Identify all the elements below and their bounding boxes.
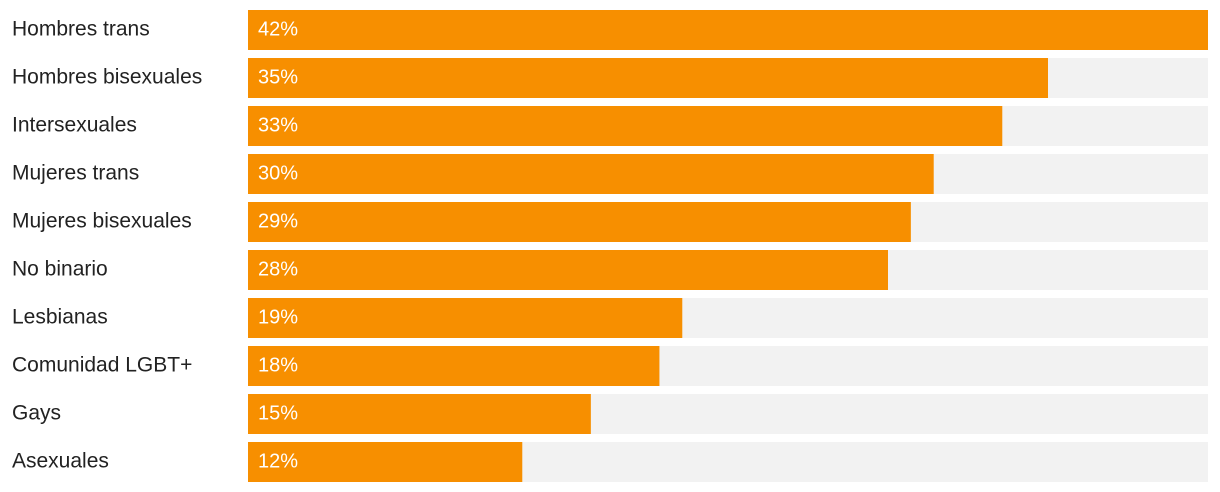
value-label: 29% (258, 210, 298, 232)
category-label: Hombres trans (12, 18, 150, 41)
bar (248, 154, 934, 194)
bar (248, 202, 911, 242)
category-label: Gays (12, 402, 61, 425)
value-label: 19% (258, 306, 298, 328)
category-label: Comunidad LGBT+ (12, 354, 192, 377)
value-label: 30% (258, 162, 298, 184)
category-label: Lesbianas (12, 306, 108, 329)
bar (248, 58, 1048, 98)
value-label: 35% (258, 66, 298, 88)
category-label: Hombres bisexuales (12, 66, 202, 89)
bar (248, 442, 523, 482)
category-label: Asexuales (12, 450, 109, 473)
category-label: Mujeres trans (12, 162, 139, 185)
value-label: 12% (258, 450, 298, 472)
bar (248, 298, 683, 338)
value-label: 42% (258, 18, 298, 40)
value-label: 33% (258, 114, 298, 136)
value-label: 18% (258, 354, 298, 376)
value-label: 28% (258, 258, 298, 280)
bar (248, 394, 591, 434)
bar (248, 250, 888, 290)
category-label: Intersexuales (12, 114, 137, 137)
bar (248, 106, 1003, 146)
bar (248, 10, 1208, 50)
bar (248, 346, 660, 386)
value-label: 15% (258, 402, 298, 424)
category-label: Mujeres bisexuales (12, 210, 192, 233)
category-label: No binario (12, 258, 108, 281)
